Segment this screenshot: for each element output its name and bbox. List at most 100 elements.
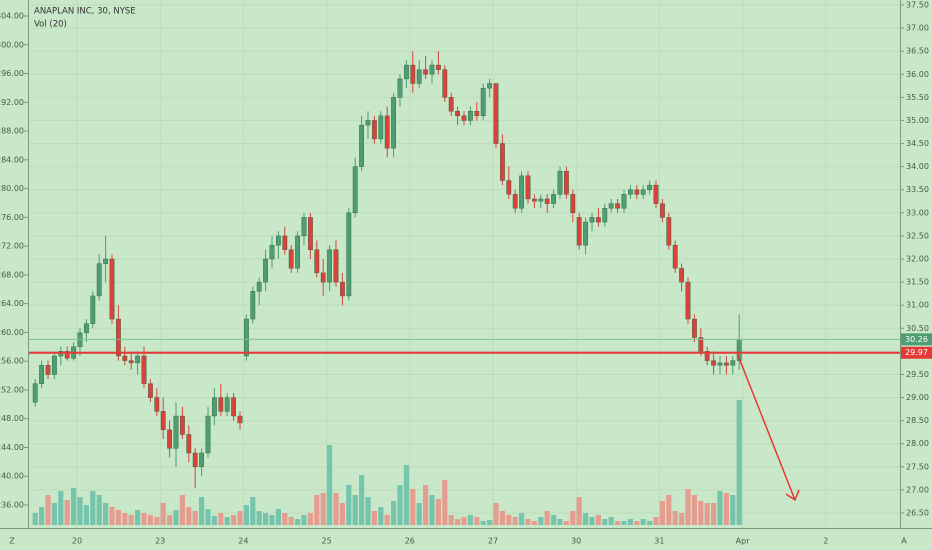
volume-bar bbox=[659, 501, 665, 525]
volume-bar bbox=[333, 493, 339, 525]
candle-body bbox=[500, 143, 505, 181]
candle-body bbox=[615, 203, 621, 209]
right-button[interactable]: A bbox=[901, 537, 907, 546]
volume-bar bbox=[179, 495, 185, 525]
candle-body bbox=[698, 337, 704, 352]
volume-bar bbox=[218, 513, 224, 525]
volume-bar bbox=[448, 515, 454, 525]
candle-body bbox=[576, 217, 582, 246]
volume-bar bbox=[647, 521, 653, 525]
volume-bar bbox=[634, 521, 640, 525]
candle-body bbox=[167, 429, 172, 449]
candle-body bbox=[52, 355, 57, 375]
volume-bar bbox=[602, 519, 608, 525]
volume-bar bbox=[557, 519, 563, 525]
left-button[interactable]: Z bbox=[9, 537, 15, 546]
candle-body bbox=[359, 124, 364, 167]
candle-body bbox=[295, 235, 300, 269]
volume-bar bbox=[346, 485, 352, 525]
x-tick-label: 26 bbox=[405, 537, 415, 546]
candle-body bbox=[147, 383, 153, 398]
candle-body bbox=[365, 120, 371, 126]
y-tick-label: 31.00 bbox=[906, 301, 929, 310]
candle-body bbox=[218, 397, 224, 412]
volume-bar bbox=[320, 493, 326, 525]
volume-bar bbox=[103, 503, 109, 525]
candle-body bbox=[250, 291, 256, 320]
volume-bar bbox=[499, 511, 505, 525]
candle-body bbox=[192, 452, 198, 468]
volume-bar bbox=[275, 509, 281, 525]
y-tick-label: 34.00 bbox=[906, 162, 929, 171]
y-tick-label: 32.00 bbox=[906, 255, 929, 264]
volume-bar bbox=[461, 517, 467, 525]
y-tick-label: 37.50 bbox=[906, 1, 929, 10]
candle-body bbox=[429, 64, 435, 75]
volume-bar bbox=[263, 513, 269, 525]
candle-body bbox=[39, 365, 45, 384]
x-tick-label: 24 bbox=[238, 537, 248, 546]
candle-body bbox=[263, 258, 268, 283]
candle-body bbox=[544, 198, 550, 204]
candle-body bbox=[301, 217, 307, 237]
candle-body bbox=[602, 207, 608, 223]
volume-bar bbox=[538, 517, 544, 525]
y2-tick-label: 248.00 bbox=[0, 414, 24, 423]
candle-body bbox=[211, 397, 217, 417]
volume-bar bbox=[96, 495, 102, 525]
candle-body bbox=[647, 184, 653, 190]
volume-bar bbox=[640, 519, 646, 525]
candle-body bbox=[685, 281, 691, 320]
x-tick-label: 31 bbox=[654, 537, 664, 546]
candle-body bbox=[589, 217, 595, 223]
candle-body bbox=[416, 69, 422, 84]
candle-body bbox=[717, 362, 723, 366]
volume-bar bbox=[141, 513, 147, 525]
volume-bar bbox=[487, 520, 493, 525]
candle-body bbox=[320, 272, 326, 283]
candle-body bbox=[493, 83, 499, 144]
y-tick-label: 34.50 bbox=[906, 139, 929, 148]
volume-bar bbox=[231, 515, 237, 525]
y2-tick-label: 252.00 bbox=[0, 385, 24, 394]
y2-tick-label: 260.00 bbox=[0, 328, 24, 337]
volume-bar bbox=[71, 488, 77, 525]
candle-body bbox=[231, 397, 236, 417]
candle-body bbox=[378, 115, 384, 140]
y-tick-label: 29.00 bbox=[906, 393, 929, 402]
volume-bar bbox=[384, 515, 390, 525]
candle-body bbox=[525, 175, 531, 200]
x-tick-label: 2 bbox=[823, 537, 828, 546]
volume-bar bbox=[608, 517, 614, 525]
volume-bar bbox=[371, 511, 377, 525]
y-tick-label: 27.50 bbox=[906, 462, 929, 471]
candle-body bbox=[122, 355, 128, 361]
volume-bar bbox=[704, 503, 710, 525]
volume-bar bbox=[135, 510, 141, 525]
candle-body bbox=[461, 115, 467, 121]
y2-tick-label: 296.00 bbox=[0, 69, 24, 78]
candle-body bbox=[96, 263, 102, 297]
candle-body bbox=[532, 198, 537, 202]
volume-bar bbox=[154, 517, 160, 525]
candle-body bbox=[564, 171, 569, 195]
candle-body bbox=[45, 365, 51, 375]
candle-body bbox=[372, 120, 377, 140]
candle-body bbox=[557, 171, 563, 195]
volume-bar bbox=[160, 503, 166, 525]
y-tick-label: 37.00 bbox=[906, 24, 929, 33]
volume-bar bbox=[723, 493, 729, 525]
candle-body bbox=[160, 411, 166, 431]
candle-body bbox=[583, 221, 589, 246]
y2-tick-label: 276.00 bbox=[0, 213, 24, 222]
volume-bar bbox=[653, 517, 659, 525]
volume-bar bbox=[570, 511, 576, 525]
candle-body bbox=[519, 175, 525, 209]
volume-bar bbox=[736, 400, 742, 525]
volume-bar bbox=[679, 513, 685, 525]
volume-bar bbox=[147, 515, 153, 525]
volume-bar bbox=[365, 497, 371, 525]
volume-bar bbox=[224, 517, 230, 525]
y-tick-label: 27.00 bbox=[906, 485, 929, 494]
